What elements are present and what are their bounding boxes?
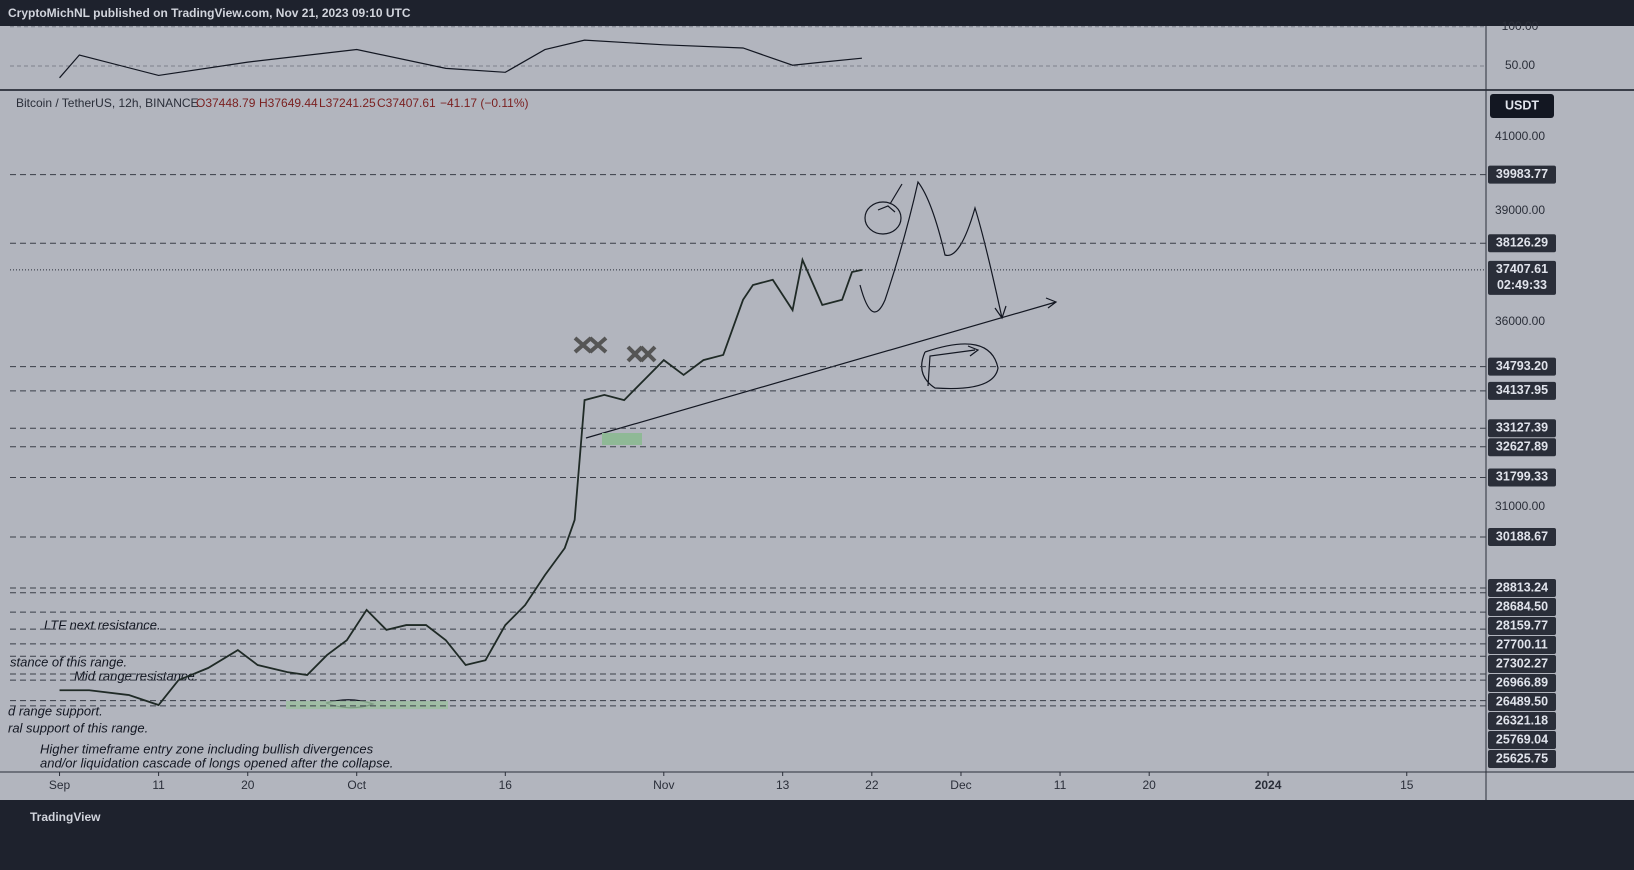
y-tick-label: 41000.00	[1495, 129, 1545, 143]
level-label: 25769.04	[1496, 732, 1548, 746]
zone	[286, 701, 448, 709]
change: −41.17 (−0.11%)	[440, 96, 529, 110]
footer-bar	[0, 800, 1634, 870]
level-label: 27302.27	[1496, 656, 1548, 670]
level-box	[1488, 692, 1556, 711]
y-tick-label: 36000.00	[1495, 314, 1545, 328]
x-tick-label: Nov	[653, 778, 674, 792]
trendline	[585, 297, 1058, 439]
note: Mid range resistance.	[74, 668, 198, 683]
x-tick-label: Sep	[49, 778, 71, 792]
low: L37241.25	[319, 96, 376, 110]
level-box	[1488, 635, 1556, 654]
note: stance of this range.	[10, 654, 127, 669]
header-bar	[0, 0, 1634, 26]
level-label: 28159.77	[1496, 618, 1548, 632]
level-box	[1488, 357, 1556, 376]
note: Higher timeframe entry zone including bu…	[40, 741, 374, 756]
note: LTF next resistance.	[44, 617, 161, 632]
x-tick-label: 20	[1143, 778, 1157, 792]
level-box	[1488, 381, 1556, 400]
note: d range support.	[8, 703, 103, 718]
projection	[859, 180, 1007, 320]
level-label: 26489.50	[1496, 694, 1548, 708]
level-label: 26966.89	[1496, 675, 1548, 689]
x-tick-label: 13	[776, 778, 790, 792]
level-label: 28684.50	[1496, 599, 1548, 613]
x-tick-label: 2024	[1255, 778, 1282, 792]
level-label: 28813.24	[1496, 580, 1548, 594]
level-box	[1488, 165, 1556, 184]
level-box	[1488, 749, 1556, 768]
x-tick-label: 15	[1400, 778, 1414, 792]
level-box	[1488, 438, 1556, 457]
level-box	[1488, 711, 1556, 730]
note: and/or liquidation cascade of longs open…	[40, 755, 393, 770]
x-tick-label: 22	[865, 778, 879, 792]
level-box	[1488, 673, 1556, 692]
level-box	[1488, 654, 1556, 673]
level-label: 38126.29	[1496, 236, 1548, 250]
y-tick-label: 50.00	[1505, 58, 1535, 72]
high: H37649.44	[259, 96, 318, 110]
last-price-box	[1488, 260, 1556, 295]
y-tick-label: 31000.00	[1495, 499, 1545, 513]
chart-background	[0, 26, 1634, 800]
x-tick-label: Oct	[347, 778, 366, 792]
level-label: 39983.77	[1496, 167, 1548, 181]
level-box	[1488, 468, 1556, 487]
level-box	[1488, 419, 1556, 438]
price-line	[59, 256, 863, 707]
x-tick-label: 20	[241, 778, 255, 792]
price-line	[59, 39, 862, 79]
y-tick-label: 39000.00	[1495, 203, 1545, 217]
level-box	[1488, 234, 1556, 253]
note: ral support of this range.	[8, 720, 148, 735]
x-tick-label: 16	[499, 778, 513, 792]
brand: TradingView	[30, 810, 101, 824]
x-tick-label: Dec	[950, 778, 971, 792]
box-scribble	[921, 343, 999, 390]
zone	[602, 433, 642, 445]
level-box	[1488, 578, 1556, 597]
level-label: 30188.67	[1496, 529, 1548, 543]
last-price-label: 37407.61	[1496, 262, 1548, 276]
open: O37448.79	[196, 96, 256, 110]
level-box	[1488, 730, 1556, 749]
countdown: 02:49:33	[1497, 278, 1547, 292]
circle	[864, 201, 902, 235]
level-label: 33127.39	[1496, 421, 1548, 435]
x-tick-label: 11	[152, 778, 165, 792]
level-label: 31799.33	[1496, 470, 1548, 484]
currency-button[interactable]	[1490, 94, 1554, 118]
publisher: CryptoMichNL published on TradingView.co…	[8, 6, 411, 20]
x-tick-label: 11	[1054, 778, 1067, 792]
symbol: Bitcoin / TetherUS, 12h, BINANCE	[16, 96, 199, 110]
level-box	[1488, 528, 1556, 547]
level-label: 27700.11	[1496, 637, 1547, 651]
level-box	[1488, 616, 1556, 635]
cross-marks	[573, 336, 657, 363]
level-label: 25625.75	[1496, 751, 1548, 765]
currency-label[interactable]: USDT	[1505, 98, 1539, 112]
y-tick-label: 100.00	[1502, 19, 1539, 33]
level-label: 34793.20	[1496, 359, 1548, 373]
level-box	[1488, 597, 1556, 616]
arrow	[877, 183, 903, 213]
level-label: 26321.18	[1496, 713, 1548, 727]
level-label: 34137.95	[1496, 383, 1548, 397]
close: C37407.61	[377, 96, 436, 110]
level-label: 32627.89	[1496, 440, 1548, 454]
